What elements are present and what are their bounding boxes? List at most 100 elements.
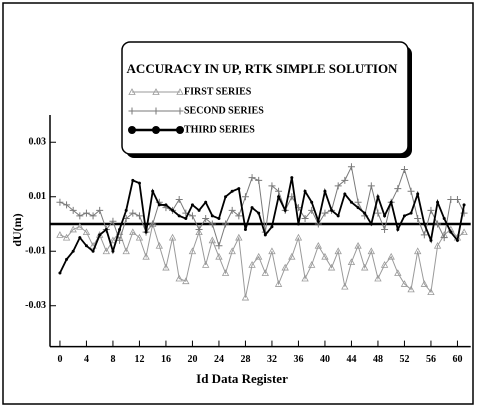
- marker: [429, 238, 433, 242]
- marker: [224, 195, 228, 199]
- marker: [334, 247, 342, 255]
- legend-label: SECOND SERIES: [184, 105, 264, 116]
- marker: [76, 212, 84, 220]
- marker: [171, 208, 175, 212]
- marker: [268, 247, 276, 255]
- marker: [409, 211, 413, 215]
- marker: [427, 288, 435, 296]
- marker: [327, 263, 336, 271]
- marker: [255, 176, 263, 184]
- marker: [71, 249, 75, 253]
- marker: [347, 258, 356, 266]
- marker: [56, 231, 64, 238]
- marker: [222, 220, 230, 228]
- marker: [58, 271, 62, 275]
- marker: [400, 280, 409, 287]
- marker: [69, 225, 77, 233]
- marker: [84, 244, 88, 248]
- legend-marker: [176, 126, 184, 134]
- marker: [310, 200, 314, 204]
- marker: [250, 206, 254, 210]
- marker: [195, 228, 203, 236]
- marker: [129, 209, 137, 217]
- x-tick-label: 40: [320, 354, 330, 365]
- marker: [380, 261, 389, 268]
- marker: [78, 236, 82, 240]
- marker: [376, 195, 380, 199]
- marker: [374, 274, 382, 282]
- marker: [76, 222, 84, 230]
- marker: [96, 206, 104, 214]
- marker: [104, 227, 108, 231]
- marker: [188, 247, 197, 255]
- marker: [182, 277, 190, 285]
- marker: [243, 227, 247, 231]
- marker: [374, 209, 382, 217]
- marker: [208, 220, 216, 228]
- x-tick-label: 44: [346, 354, 356, 365]
- marker: [323, 189, 327, 193]
- chart-title: ACCURACY IN UP, RTK SIMPLE SOLUTION: [127, 61, 399, 76]
- legend-marker: [128, 126, 136, 134]
- x-tick-label: 4: [84, 354, 89, 365]
- marker: [434, 220, 442, 228]
- marker: [228, 206, 236, 214]
- x-tick-label: 60: [452, 354, 462, 365]
- marker: [230, 189, 234, 193]
- marker: [184, 217, 188, 221]
- marker: [155, 241, 163, 249]
- marker: [131, 178, 135, 182]
- marker: [237, 187, 241, 191]
- marker: [215, 252, 223, 260]
- marker: [208, 236, 216, 244]
- marker: [349, 200, 353, 204]
- legend-label: THIRD SERIES: [184, 124, 255, 135]
- marker: [420, 231, 428, 239]
- series-line: [59, 223, 465, 298]
- marker: [420, 280, 428, 287]
- marker: [65, 257, 69, 261]
- marker: [394, 185, 402, 193]
- marker: [275, 187, 283, 195]
- marker: [89, 212, 97, 220]
- legend-label: FIRST SERIES: [184, 86, 252, 97]
- marker: [389, 200, 393, 204]
- marker: [188, 212, 196, 220]
- y-tick-label: -0.01: [25, 246, 46, 257]
- marker: [363, 211, 367, 215]
- marker: [149, 220, 157, 228]
- marker: [116, 236, 124, 244]
- x-tick-label: 16: [161, 354, 171, 365]
- marker: [402, 214, 406, 218]
- marker: [82, 228, 91, 236]
- marker: [109, 236, 117, 244]
- marker: [175, 274, 183, 282]
- marker: [436, 200, 440, 204]
- series-line: [59, 165, 465, 248]
- frame: [2, 2, 474, 405]
- legend-marker: [152, 107, 160, 115]
- marker: [98, 233, 102, 237]
- marker: [210, 214, 214, 218]
- marker: [367, 182, 375, 190]
- marker: [263, 233, 267, 237]
- marker: [414, 215, 422, 223]
- marker: [381, 225, 389, 233]
- marker: [321, 252, 329, 260]
- x-tick-label: 0: [57, 354, 62, 365]
- marker: [144, 230, 148, 234]
- marker: [334, 182, 342, 190]
- x-tick-label: 20: [187, 354, 197, 365]
- marker: [190, 203, 194, 207]
- x-tick-label: 12: [134, 354, 144, 365]
- marker: [202, 215, 210, 223]
- marker: [330, 208, 334, 212]
- x-tick-label: 52: [399, 354, 409, 365]
- marker: [354, 241, 362, 249]
- marker: [151, 189, 155, 193]
- marker: [308, 261, 316, 268]
- marker: [361, 263, 369, 271]
- legend: ACCURACY IN UP, RTK SIMPLE SOLUTION FIRST…: [121, 41, 412, 158]
